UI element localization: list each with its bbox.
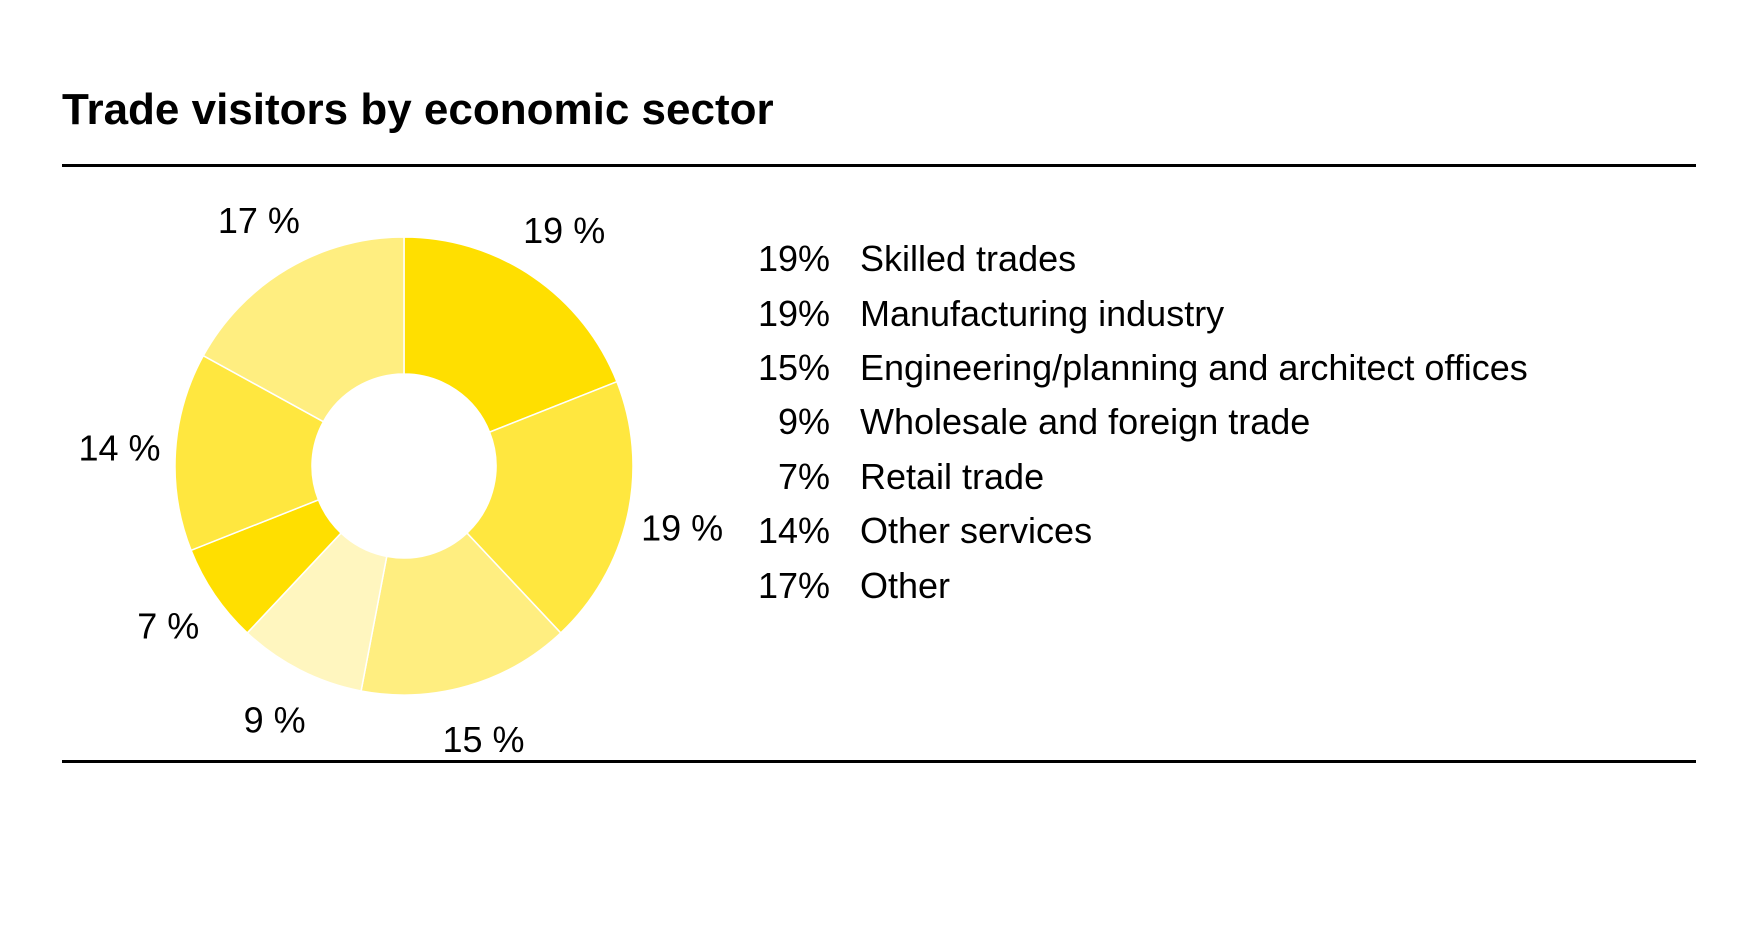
legend-label: Engineering/planning and architect offic… <box>860 346 1528 388</box>
legend-label: Other services <box>860 510 1093 552</box>
donut-slice-3 <box>360 532 562 696</box>
legend-label: Retail trade <box>860 455 1045 497</box>
legend-value: 17% <box>757 564 830 606</box>
legend-item: 14% Other services <box>700 504 1528 558</box>
donut-slice-6 <box>174 354 325 552</box>
legend-item: 15% Engineering/planning and architect of… <box>700 341 1528 395</box>
donut-slice-1 <box>403 236 618 434</box>
donut-slice-7 <box>202 236 405 423</box>
top-rule <box>62 164 1696 167</box>
legend-item: 17% Other <box>700 558 1528 612</box>
bottom-rule <box>62 760 1696 763</box>
legend-item: 19% Skilled trades <box>700 232 1528 286</box>
legend-value: 19% <box>757 292 830 334</box>
legend: 19% Skilled trades 19% Manufacturing indust… <box>700 232 1528 613</box>
legend-label: Wholesale and foreign trade <box>860 401 1311 443</box>
legend-item: 19% Manufacturing industry <box>700 286 1528 340</box>
legend-value: 15% <box>757 346 830 388</box>
legend-item: 7% Retail trade <box>700 450 1528 504</box>
legend-label: Skilled trades <box>860 238 1077 280</box>
slice-label-2: 19 % <box>641 508 723 549</box>
legend-label: Manufacturing industry <box>860 292 1225 334</box>
slice-label-4: 9 % <box>244 699 306 740</box>
legend-value: 14% <box>757 510 830 552</box>
slice-label-3: 15 % <box>442 719 524 760</box>
legend-value: 7% <box>777 455 830 497</box>
legend-value: 9% <box>777 401 830 443</box>
slice-label-5: 7 % <box>137 606 199 647</box>
slice-label-1: 19 % <box>523 210 605 251</box>
legend-value: 19% <box>757 238 830 280</box>
donut-slice-2 <box>465 380 634 634</box>
legend-item: 9% Wholesale and foreign trade <box>700 395 1528 449</box>
slice-label-6: 14 % <box>79 428 161 469</box>
slice-label-7: 17 % <box>218 200 300 241</box>
chart-title: Trade visitors by economic sector <box>62 85 774 134</box>
donut-chart: 19 % 19 % 15 % 9 % 7 % 14 % 17 % <box>79 200 724 760</box>
legend-label: Other <box>860 564 951 606</box>
